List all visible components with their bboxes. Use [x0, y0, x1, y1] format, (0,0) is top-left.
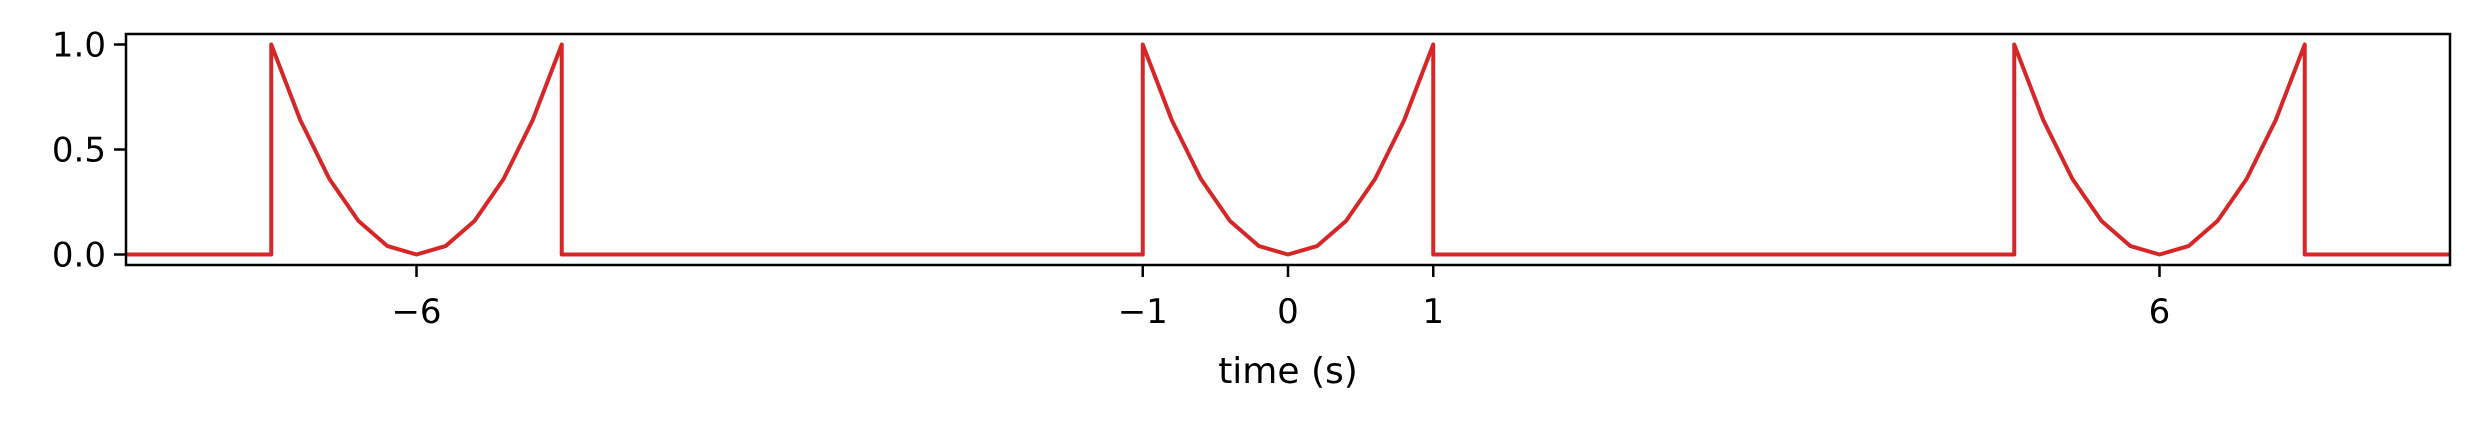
y-tick-label: 1.0: [52, 26, 106, 66]
x-tick-label: 6: [2149, 292, 2171, 332]
plot-frame: [124, 32, 2452, 267]
series-line-0: [126, 42, 2450, 257]
y-tick-label: 0.5: [52, 131, 106, 171]
plot-series-group: [126, 42, 2450, 257]
x-axis-title: time (s): [1218, 351, 1358, 392]
x-tick-label: −1: [1118, 292, 1168, 332]
x-axis: −6 −1 0 1 6: [391, 265, 2170, 332]
x-tick-label: 1: [1422, 292, 1444, 332]
y-axis: 0.0 0.5 1.0: [52, 26, 126, 276]
x-tick-label: −6: [391, 292, 441, 332]
y-tick-label: 0.0: [52, 236, 106, 276]
x-tick-label: 0: [1277, 292, 1299, 332]
